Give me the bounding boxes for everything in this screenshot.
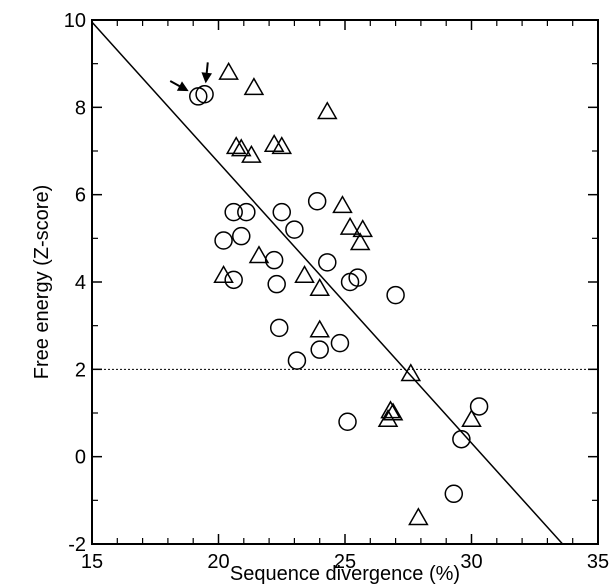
triangle-point	[377, 409, 399, 428]
circle-point	[386, 285, 405, 305]
x-tick-label: 35	[587, 551, 609, 573]
triangle-point	[400, 363, 422, 382]
y-tick-label: 8	[75, 97, 86, 119]
triangle-point	[218, 61, 239, 80]
triangle-point	[316, 101, 338, 120]
axis-ticks	[91, 19, 599, 545]
x-axis-title: Sequence divergence (%)	[230, 563, 460, 585]
triangle-point	[352, 219, 374, 238]
x-tick-label: 30	[460, 551, 482, 573]
circle-point	[214, 231, 233, 250]
circle-point	[338, 412, 357, 431]
y-tick-label: 10	[64, 10, 86, 32]
data-points	[189, 61, 489, 526]
plot-frame	[91, 19, 599, 545]
circle-point	[318, 253, 337, 272]
circle-point	[224, 270, 243, 290]
arrow-head	[201, 72, 213, 84]
triangle-point	[213, 264, 234, 283]
triangle-point	[339, 216, 361, 235]
triangle-point	[225, 136, 247, 155]
circle-point	[307, 191, 327, 211]
circle-point	[348, 268, 367, 287]
circle-point	[269, 318, 289, 338]
y-tick-label: 0	[75, 447, 86, 469]
y-tick-label: 4	[75, 272, 86, 294]
triangle-point	[241, 144, 262, 163]
x-tick-label: 25	[334, 551, 356, 573]
annotation-arrows	[169, 62, 213, 92]
circle-point	[224, 202, 243, 222]
triangle-point	[309, 278, 330, 297]
triangle-point	[382, 402, 404, 421]
y-tick-label: -2	[68, 534, 86, 556]
triangle-point	[349, 232, 371, 251]
triangle-point	[309, 319, 330, 338]
circle-point	[195, 84, 214, 104]
triangle-point	[408, 507, 429, 526]
y-tick-label: 6	[75, 185, 86, 207]
arrow-head	[176, 81, 189, 92]
circle-point	[287, 351, 307, 370]
tick-labels: 15 20 25 30 35 -2 0 2 4 6 8 10	[64, 10, 609, 573]
triangle-point	[263, 133, 285, 152]
y-tick-label: 2	[75, 359, 86, 381]
triangle-point	[248, 245, 270, 264]
circle-point	[267, 274, 286, 294]
circle-point	[330, 333, 350, 353]
circle-point	[444, 484, 464, 504]
regression-line	[91, 21, 564, 545]
circle-point	[272, 202, 291, 222]
circle-point	[264, 250, 284, 270]
triangle-point	[380, 400, 401, 419]
y-axis-title: Free energy (Z-score)	[31, 185, 53, 380]
x-tick-label: 15	[81, 551, 103, 573]
circle-point	[469, 397, 489, 416]
circle-point	[452, 429, 471, 449]
triangle-point	[230, 138, 252, 157]
circle-point	[232, 226, 251, 246]
triangle-point	[243, 77, 265, 96]
triangle-point	[332, 195, 353, 214]
triangle-point	[271, 136, 293, 155]
x-tick-label: 20	[207, 551, 229, 573]
triangle-point	[294, 264, 315, 283]
circle-point	[310, 340, 329, 359]
triangle-point	[461, 409, 482, 428]
circle-point	[237, 202, 256, 222]
circle-point	[285, 220, 304, 239]
